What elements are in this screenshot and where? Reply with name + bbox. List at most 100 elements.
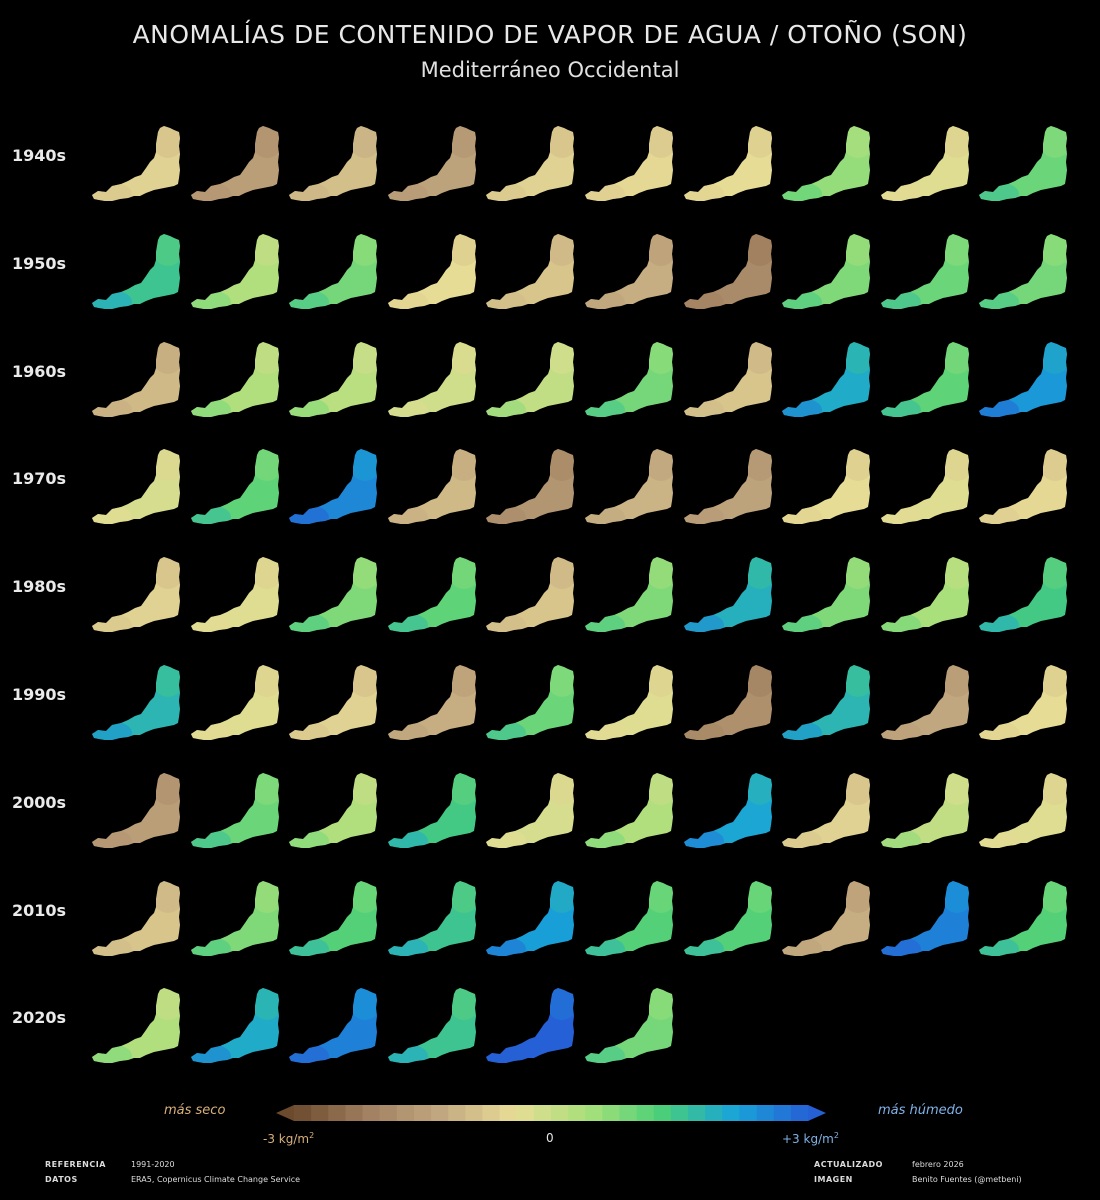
anomaly-gradient-ne xyxy=(546,449,575,482)
anomaly-map-tile xyxy=(289,341,378,417)
island-shape xyxy=(918,921,923,925)
anomaly-gradient-sw xyxy=(387,721,428,740)
island-shape xyxy=(936,370,943,375)
island-shape xyxy=(425,274,430,278)
island-shape xyxy=(228,167,233,170)
island-shape xyxy=(236,697,246,704)
island-shape xyxy=(524,167,529,170)
island-shape xyxy=(936,155,943,159)
anomaly-gradient-sw xyxy=(486,1044,527,1064)
island-shape xyxy=(433,1020,443,1028)
anomaly-gradient-ne xyxy=(250,557,279,590)
anomaly-map-tile xyxy=(585,233,673,309)
island-shape xyxy=(148,262,154,267)
island-shape xyxy=(918,706,923,709)
island-shape xyxy=(918,490,923,494)
island-shape xyxy=(623,813,627,817)
island-shape xyxy=(524,813,529,817)
island-shape xyxy=(443,909,450,914)
island-shape xyxy=(641,694,647,698)
island-shape xyxy=(918,274,923,278)
island-shape xyxy=(1035,586,1042,591)
island-shape xyxy=(729,373,739,381)
island-shape xyxy=(425,382,430,386)
anomaly-gradient-sw xyxy=(683,182,724,201)
island-shape xyxy=(130,813,134,817)
anomaly-map-tile xyxy=(92,341,180,417)
anomaly-gradient-ne xyxy=(1039,665,1068,697)
anomaly-gradient-sw xyxy=(92,182,132,201)
colorbar-segment xyxy=(790,1105,809,1121)
island-shape xyxy=(820,382,825,386)
anomaly-map-tile xyxy=(387,557,476,633)
island-shape xyxy=(1035,801,1042,806)
footer-reference-value: 1991-2020 xyxy=(131,1160,175,1169)
island-shape xyxy=(1035,478,1042,483)
island-shape xyxy=(246,586,253,591)
island-shape xyxy=(335,1020,345,1028)
anomaly-gradient-ne xyxy=(152,557,180,590)
anomaly-gradient-sw xyxy=(979,721,1020,740)
island-shape xyxy=(433,158,443,165)
island-shape xyxy=(641,155,647,159)
island-shape xyxy=(335,265,345,273)
anomaly-gradient-ne xyxy=(1039,341,1068,374)
anomaly-map-tile xyxy=(387,665,476,740)
anomaly-gradient-ne xyxy=(842,126,871,158)
anomaly-gradient-sw xyxy=(289,397,330,417)
island-shape xyxy=(1025,804,1035,812)
anomaly-gradient-sw xyxy=(880,828,921,848)
island-shape xyxy=(138,697,147,704)
anomaly-map-tile xyxy=(92,665,180,740)
island-shape xyxy=(345,694,352,698)
anomaly-gradient-ne xyxy=(250,341,279,374)
anomaly-gradient-sw xyxy=(683,721,724,740)
island-shape xyxy=(138,804,147,812)
island-shape xyxy=(335,481,345,489)
anomaly-map-tile xyxy=(190,126,279,201)
anomaly-gradient-sw xyxy=(92,828,132,848)
anomaly-gradient-ne xyxy=(447,988,476,1021)
island-shape xyxy=(345,478,352,483)
anomaly-map-tile xyxy=(979,880,1068,956)
anomaly-gradient-ne xyxy=(743,557,772,590)
anomaly-gradient-sw xyxy=(486,721,527,740)
island-shape xyxy=(838,801,845,806)
island-shape xyxy=(148,1017,154,1022)
anomaly-gradient-sw xyxy=(92,613,132,633)
anomaly-gradient-ne xyxy=(940,341,969,374)
anomaly-map-tile xyxy=(92,988,180,1064)
island-shape xyxy=(443,155,450,159)
island-shape xyxy=(130,706,134,709)
anomaly-gradient-sw xyxy=(190,721,231,740)
anomaly-gradient-ne xyxy=(447,880,476,913)
island-shape xyxy=(236,481,246,489)
anomaly-gradient-sw xyxy=(92,1044,132,1064)
anomaly-gradient-ne xyxy=(645,557,673,590)
island-shape xyxy=(926,481,936,489)
anomaly-map-tile xyxy=(585,665,673,740)
island-shape xyxy=(623,598,627,602)
anomaly-gradient-sw xyxy=(979,397,1020,417)
anomaly-gradient-sw xyxy=(585,397,625,417)
island-shape xyxy=(828,158,838,165)
island-shape xyxy=(936,801,943,806)
anomaly-map-tile xyxy=(585,772,673,848)
island-shape xyxy=(918,382,923,386)
anomaly-gradient-ne xyxy=(349,557,378,590)
anomaly-gradient-sw xyxy=(979,289,1020,309)
island-shape xyxy=(246,478,253,483)
island-shape xyxy=(926,804,936,812)
anomaly-gradient-ne xyxy=(152,988,180,1021)
island-shape xyxy=(138,265,147,273)
island-shape xyxy=(443,586,450,591)
anomaly-gradient-ne xyxy=(546,126,575,158)
colorbar-segment xyxy=(688,1105,706,1121)
island-shape xyxy=(631,265,640,273)
anomaly-gradient-ne xyxy=(645,988,673,1021)
island-shape xyxy=(327,382,332,386)
island-shape xyxy=(739,262,746,267)
anomaly-map-tile xyxy=(486,341,575,417)
anomaly-map-tile xyxy=(289,665,378,740)
island-shape xyxy=(542,155,549,159)
